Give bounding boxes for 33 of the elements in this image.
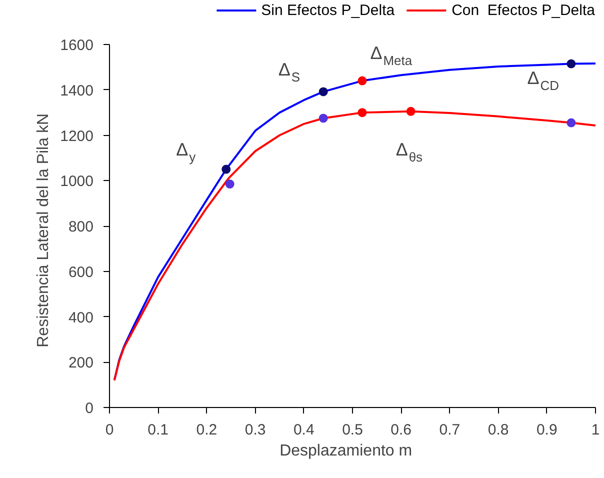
x-tick-label: 0.1 [148,422,169,438]
x-tick-label: 0.6 [390,422,412,438]
x-axis-title: Desplazamiento m [280,442,412,460]
x-tick-label: 0.7 [439,422,460,438]
x-tick-label: 0.3 [244,422,266,438]
y-tick-label: 1600 [60,37,94,54]
y-tick-label: 400 [68,309,94,326]
legend-label: Sin Efectos P_Delta [261,2,395,18]
y-tick-label: 800 [68,218,94,236]
x-tick-label: 0.9 [536,422,558,438]
x-tick-label: 0.2 [196,422,218,438]
point [222,164,231,174]
y-tick-label: 1000 [60,173,94,190]
point [318,114,328,123]
y-tick-label: 1200 [60,128,94,145]
y-tick-label: 200 [68,354,94,372]
y-tick-label: 0 [85,400,94,417]
legend-label: Con Efectos P_Delta [452,2,595,18]
x-tick-label: 0 [105,422,114,438]
point [566,59,576,68]
x-tick-label: 0.8 [488,422,509,438]
point [358,108,367,118]
x-tick-label: 1 [591,422,600,438]
x-tick-label: 0.5 [342,422,363,438]
point [225,180,234,189]
x-tick-label: 0.4 [293,422,314,438]
point [318,87,328,96]
y-tick-label: 1400 [60,82,94,100]
y-axis-title: Resistencia Lateral del la Pila kN [35,114,52,348]
point [358,76,367,86]
point [566,118,576,128]
y-tick-label: 600 [68,264,94,281]
point [406,106,416,116]
